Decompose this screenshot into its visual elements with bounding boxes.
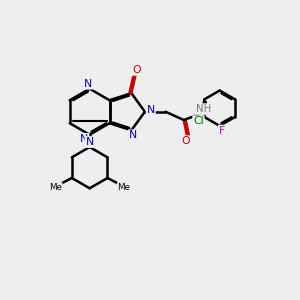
Text: N: N (147, 105, 155, 115)
Text: N: N (80, 134, 88, 144)
Text: O: O (133, 65, 141, 75)
Text: N: N (84, 79, 93, 89)
Text: F: F (219, 126, 225, 136)
Text: N: N (128, 130, 137, 140)
Text: NH: NH (196, 104, 212, 114)
Text: Me: Me (118, 183, 130, 192)
Text: Me: Me (49, 183, 62, 192)
Text: O: O (182, 136, 190, 146)
Text: N: N (85, 137, 94, 147)
Text: Cl: Cl (193, 116, 204, 126)
